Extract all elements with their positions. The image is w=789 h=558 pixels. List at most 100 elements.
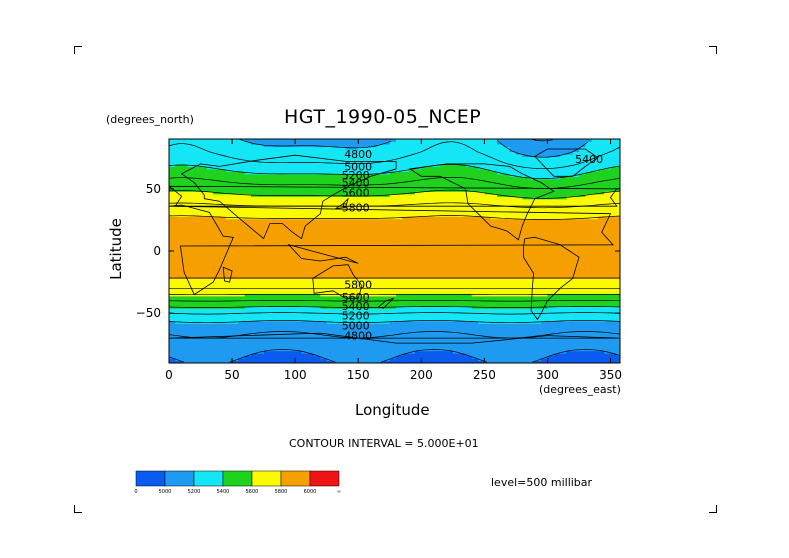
shade-cell	[389, 161, 397, 165]
shade-cell	[187, 300, 195, 304]
shade-cell	[295, 325, 303, 329]
shade-cell	[200, 148, 208, 153]
shade-cell	[497, 273, 504, 277]
shade-cell	[244, 176, 252, 180]
shade-cell	[459, 253, 467, 257]
shade-cell	[269, 213, 277, 217]
shade-cell	[377, 178, 385, 182]
shade-cell	[175, 243, 183, 247]
shade-cell	[465, 358, 473, 362]
shade-cell	[225, 285, 233, 289]
shade-cell	[295, 335, 303, 339]
shade-cell	[383, 139, 391, 143]
shade-cell	[465, 343, 473, 347]
shade-cell	[333, 258, 340, 262]
shade-cell	[225, 253, 233, 257]
shade-cell	[339, 233, 347, 237]
shade-cell	[314, 186, 321, 190]
shade-cell	[377, 310, 385, 314]
shade-cell	[459, 193, 467, 197]
shade-cell	[326, 313, 334, 317]
shade-cell	[314, 208, 321, 212]
shade-cell	[175, 143, 183, 148]
shade-cell	[232, 323, 239, 327]
shade-cell	[175, 246, 183, 250]
shade-cell	[421, 146, 429, 150]
shade-cell	[232, 343, 239, 347]
y-units-label: (degrees_north)	[106, 113, 194, 126]
shade-cell	[465, 268, 473, 272]
shade-cell	[377, 338, 385, 342]
shade-cell	[307, 241, 315, 245]
level-label: level=500 millibar	[491, 476, 593, 489]
shade-cell	[408, 221, 416, 225]
shade-cell	[415, 203, 422, 207]
shade-cell	[326, 139, 334, 143]
shade-cell	[206, 360, 214, 363]
shade-cell	[314, 233, 321, 237]
shade-cell	[364, 303, 372, 307]
shade-cell	[181, 196, 189, 200]
shade-cell	[276, 146, 284, 150]
shade-cell	[320, 178, 328, 182]
shade-cell	[364, 268, 372, 272]
shade-cell	[459, 268, 467, 272]
shade-cell	[225, 193, 233, 197]
shade-cell	[402, 305, 410, 309]
shade-cell	[187, 216, 195, 220]
shade-cell	[389, 213, 397, 217]
shade-cell	[276, 176, 284, 180]
shade-cell	[497, 338, 504, 342]
shade-cell	[490, 343, 498, 347]
shade-cell	[169, 320, 176, 324]
shade-cell	[200, 156, 208, 160]
shade-cell	[213, 348, 221, 352]
shade-cell	[484, 166, 492, 170]
shade-cell	[339, 280, 347, 284]
shade-cell	[175, 288, 183, 292]
shade-cell	[421, 198, 429, 202]
shade-cell	[314, 241, 321, 245]
shade-cell	[370, 323, 378, 327]
shade-cell	[314, 280, 321, 284]
shade-cell	[269, 308, 277, 312]
shade-cell	[433, 206, 441, 210]
shade-cell	[377, 208, 385, 212]
shade-cell	[408, 143, 416, 148]
shade-cell	[269, 255, 277, 260]
shade-cell	[320, 248, 328, 252]
shade-cell	[194, 310, 202, 314]
shade-cell	[402, 163, 410, 167]
shade-cell	[339, 141, 347, 145]
shade-cell	[377, 181, 385, 185]
shade-cell	[301, 318, 309, 322]
shade-cell	[282, 158, 290, 162]
shade-cell	[251, 213, 258, 217]
shade-cell	[446, 303, 454, 307]
shade-cell	[503, 141, 511, 145]
shade-cell	[288, 265, 296, 270]
shade-cell	[213, 343, 221, 347]
shade-cell	[408, 216, 416, 220]
shade-cell	[509, 258, 517, 262]
shade-cell	[497, 290, 504, 294]
shade-cell	[301, 213, 309, 217]
shade-cell	[497, 355, 504, 359]
shade-cell	[333, 143, 340, 148]
shade-cell	[194, 313, 202, 317]
shade-cell	[200, 280, 208, 284]
shade-cell	[490, 283, 498, 287]
shade-cell	[206, 310, 214, 314]
shade-cell	[427, 338, 435, 342]
shade-cell	[471, 183, 479, 187]
shade-cell	[396, 151, 403, 155]
shade-cell	[396, 196, 403, 200]
shade-cell	[433, 238, 441, 242]
shade-cell	[295, 218, 303, 222]
shade-cell	[200, 143, 208, 148]
shade-cell	[478, 283, 485, 287]
shade-cell	[251, 355, 258, 359]
shade-cell	[345, 203, 353, 207]
shade-cell	[295, 350, 303, 354]
shade-cell	[465, 176, 473, 180]
